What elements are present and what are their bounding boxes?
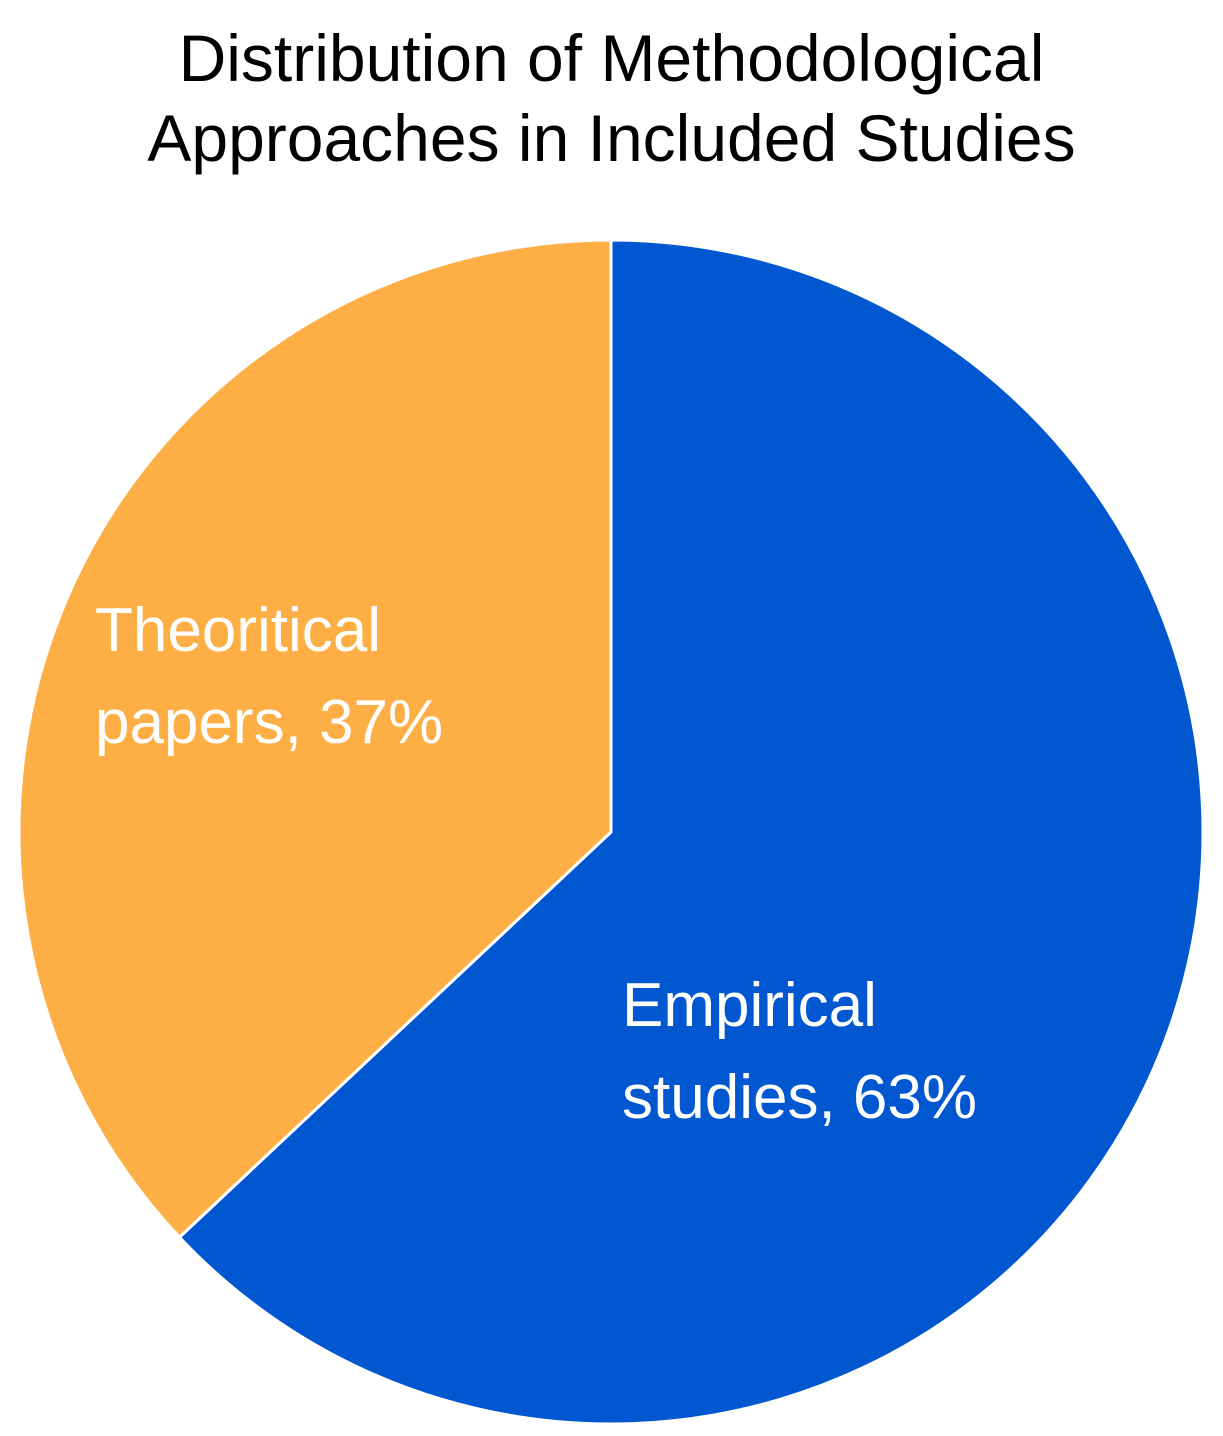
slice-label: Empirical studies, 63% xyxy=(622,971,977,1132)
slice-label: Theoritical papers, 37% xyxy=(95,596,444,757)
pie-slice xyxy=(177,238,1205,1426)
pie-slice xyxy=(17,238,613,1239)
title-block: Distribution of Methodological Approache… xyxy=(0,18,1223,178)
chart-title: Distribution of Methodological Approache… xyxy=(147,21,1076,175)
